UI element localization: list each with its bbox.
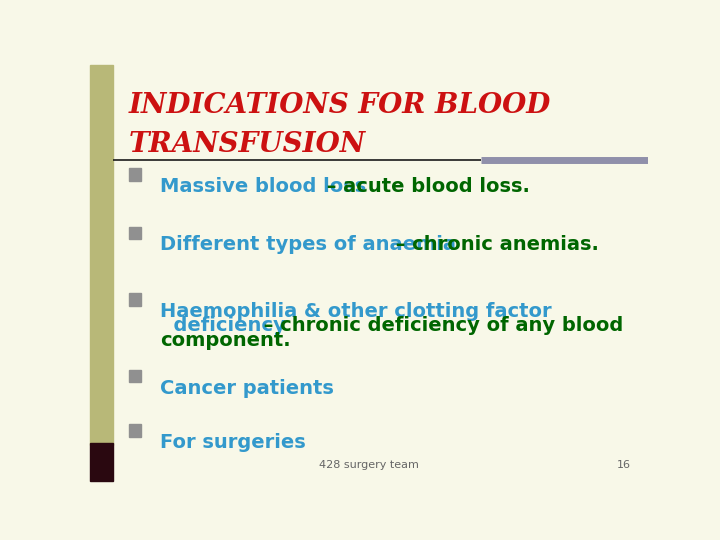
Bar (129, 370, 141, 382)
Text: Cancer patients: Cancer patients (160, 379, 333, 398)
Bar (129, 227, 141, 239)
Text: Haemophilia & other clotting factor: Haemophilia & other clotting factor (160, 302, 552, 321)
Text: component.: component. (160, 331, 290, 350)
Text: Massive blood loss: Massive blood loss (160, 177, 366, 196)
Text: – chronic anemias.: – chronic anemias. (389, 235, 599, 254)
Text: 428 surgery team: 428 surgery team (319, 460, 419, 470)
Text: deficiency: deficiency (160, 316, 286, 335)
Bar (90, 65, 114, 446)
Bar (129, 293, 141, 306)
Bar (129, 424, 141, 436)
Text: For surgeries: For surgeries (160, 433, 305, 452)
Text: 16: 16 (617, 460, 631, 470)
Text: INDICATIONS FOR BLOOD: INDICATIONS FOR BLOOD (129, 92, 552, 119)
Text: TRANSFUSION: TRANSFUSION (129, 131, 366, 158)
Bar (129, 168, 141, 181)
Text: Different types of anaemia: Different types of anaemia (160, 235, 456, 254)
Bar (90, 443, 114, 481)
Text: – acute blood loss.: – acute blood loss. (320, 177, 529, 196)
Text: – chronic deficiency of any blood: – chronic deficiency of any blood (257, 316, 624, 335)
